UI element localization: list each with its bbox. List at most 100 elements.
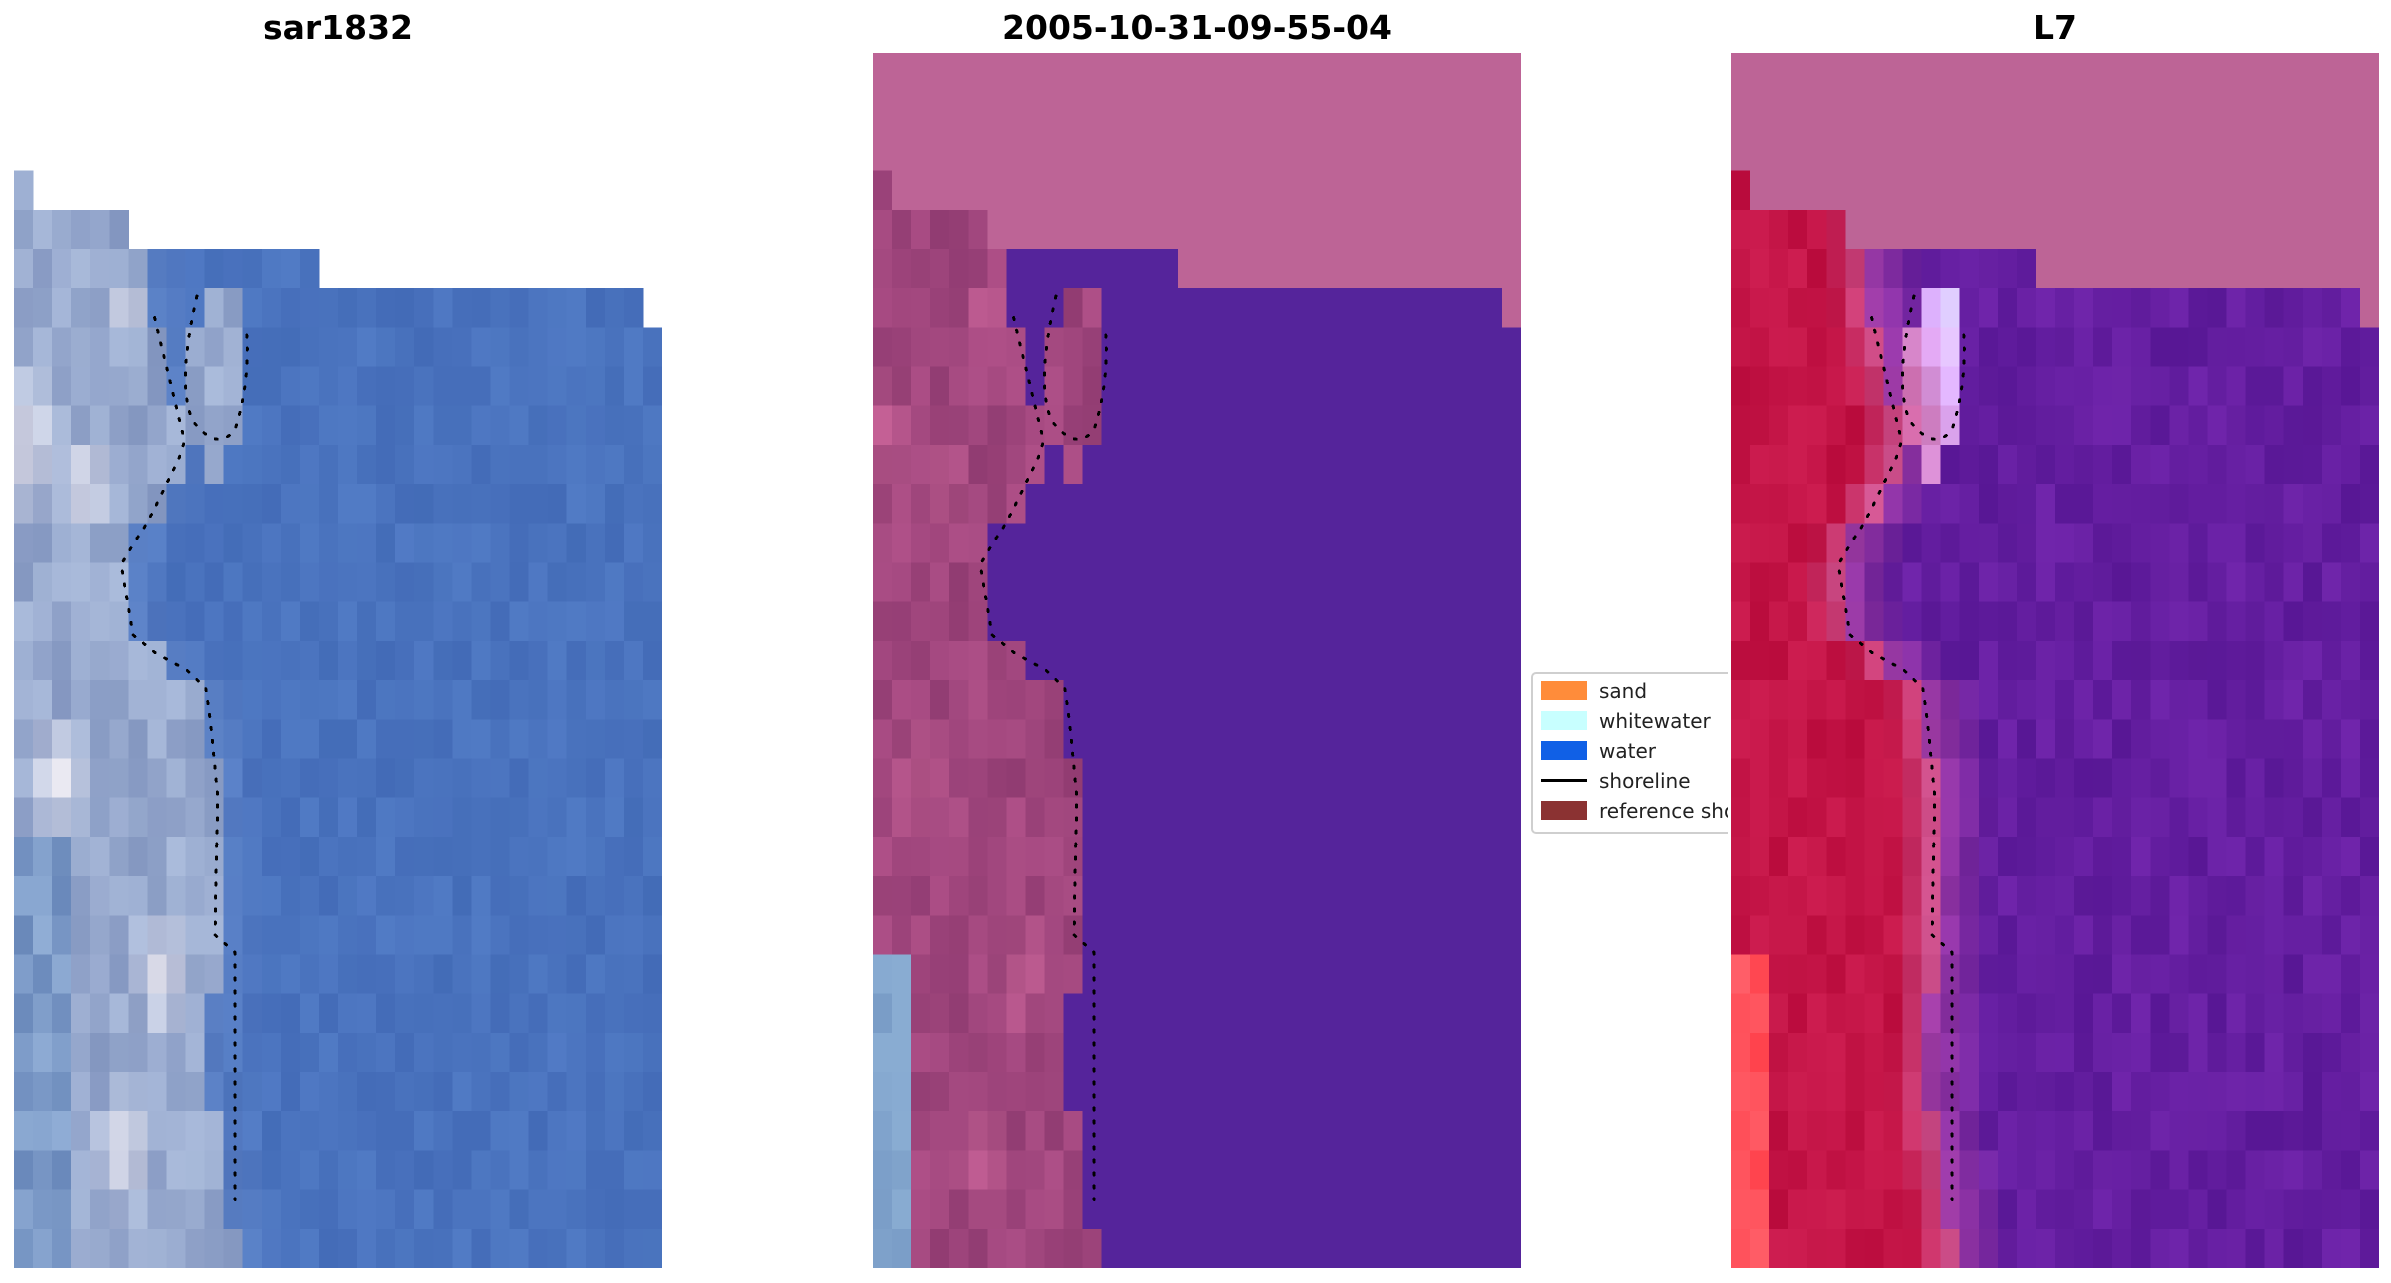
- raster-cell: [1731, 993, 1751, 1034]
- raster-cell: [1902, 1150, 1923, 1191]
- raster-cell: [318, 640, 339, 681]
- raster-cell: [1197, 719, 1217, 760]
- raster-cell: [318, 523, 339, 564]
- raster-cell: [1788, 562, 1808, 603]
- raster-cell: [1311, 288, 1332, 328]
- raster-cell: [1311, 993, 1332, 1034]
- raster-cell: [471, 444, 492, 485]
- raster-cell: [1139, 1228, 1160, 1268]
- raster-cell: [147, 327, 168, 368]
- raster-cell: [911, 92, 931, 132]
- raster-cell: [1921, 131, 1942, 172]
- raster-cell: [1311, 484, 1332, 524]
- raster-cell: [2264, 1189, 2285, 1230]
- raster-cell: [1025, 405, 1046, 446]
- raster-cell: [376, 484, 396, 524]
- raster-cell: [1063, 993, 1084, 1034]
- raster-cell: [1463, 484, 1484, 524]
- raster-cell: [14, 797, 34, 838]
- raster-cell: [2131, 601, 2151, 642]
- raster-cell: [1482, 170, 1503, 211]
- raster-cell: [1444, 444, 1465, 485]
- raster-cell: [1902, 1189, 1923, 1230]
- raster-cell: [261, 680, 282, 720]
- raster-cell: [1235, 53, 1255, 93]
- raster-cell: [2188, 601, 2209, 642]
- raster-cell: [1501, 170, 1521, 211]
- raster-cell: [604, 562, 625, 603]
- raster-cell: [566, 719, 587, 760]
- raster-cell: [1731, 327, 1751, 368]
- raster-cell: [1254, 915, 1274, 956]
- raster-cell: [414, 954, 434, 995]
- raster-cell: [357, 327, 377, 368]
- raster-cell: [1750, 209, 1770, 250]
- raster-cell: [1921, 1228, 1942, 1268]
- raster-cell: [1406, 758, 1427, 799]
- raster-cell: [376, 954, 396, 995]
- raster-cell: [509, 444, 530, 485]
- raster-cell: [1997, 680, 2018, 720]
- raster-cell: [1273, 1228, 1293, 1268]
- raster-cell: [1177, 170, 1198, 211]
- raster-cell: [2207, 248, 2228, 289]
- raster-cell: [204, 680, 225, 720]
- raster-cell: [1845, 562, 1866, 603]
- raster-cell: [968, 680, 988, 720]
- raster-cell: [71, 836, 91, 877]
- raster-cell: [1463, 993, 1484, 1034]
- raster-cell: [2016, 92, 2037, 132]
- raster-cell: [642, 444, 662, 485]
- raster-cell: [395, 1228, 415, 1268]
- raster-cell: [2264, 680, 2285, 720]
- raster-cell: [1292, 248, 1312, 289]
- raster-cell: [1216, 366, 1236, 407]
- raster-cell: [1216, 248, 1236, 289]
- raster-cell: [1216, 601, 1236, 642]
- raster-cell: [1120, 484, 1141, 524]
- raster-cell: [1139, 719, 1160, 760]
- raster-cell: [166, 836, 187, 877]
- raster-cell: [90, 601, 110, 642]
- raster-cell: [1959, 288, 1980, 328]
- raster-cell: [14, 876, 34, 916]
- raster-cell: [1025, 915, 1046, 956]
- raster-cell: [930, 366, 950, 407]
- raster-cell: [1406, 92, 1427, 132]
- raster-cell: [2226, 523, 2247, 564]
- raster-cell: [1292, 640, 1312, 681]
- raster-cell: [452, 484, 473, 524]
- raster-cell: [1368, 1150, 1389, 1191]
- raster-cell: [1807, 719, 1827, 760]
- raster-cell: [892, 1032, 912, 1073]
- raster-cell: [987, 562, 1008, 603]
- raster-cell: [1864, 1032, 1885, 1073]
- raster-cell: [1959, 915, 1980, 956]
- raster-cell: [2188, 131, 2209, 172]
- raster-cell: [338, 719, 358, 760]
- raster-cell: [2321, 1032, 2342, 1073]
- raster-cell: [1463, 758, 1484, 799]
- raster-cell: [2035, 1111, 2056, 1152]
- raster-cell: [873, 1111, 893, 1152]
- raster-cell: [1978, 680, 1999, 720]
- raster-cell: [128, 601, 149, 642]
- raster-cell: [1387, 758, 1408, 799]
- raster-cell: [1177, 131, 1198, 172]
- raster-cell: [1463, 640, 1484, 681]
- raster-cell: [395, 1111, 415, 1152]
- raster-cell: [2112, 92, 2132, 132]
- raster-cell: [1940, 954, 1961, 995]
- raster-cell: [509, 680, 530, 720]
- raster-cell: [1501, 562, 1521, 603]
- raster-cell: [90, 288, 110, 328]
- raster-cell: [318, 562, 339, 603]
- raster-cell: [949, 484, 969, 524]
- raster-cell: [1120, 523, 1141, 564]
- raster-cell: [566, 1150, 587, 1191]
- raster-cell: [585, 405, 606, 446]
- raster-cell: [1025, 53, 1046, 93]
- raster-cell: [433, 484, 453, 524]
- raster-cell: [623, 1228, 644, 1268]
- raster-cell: [1006, 915, 1027, 956]
